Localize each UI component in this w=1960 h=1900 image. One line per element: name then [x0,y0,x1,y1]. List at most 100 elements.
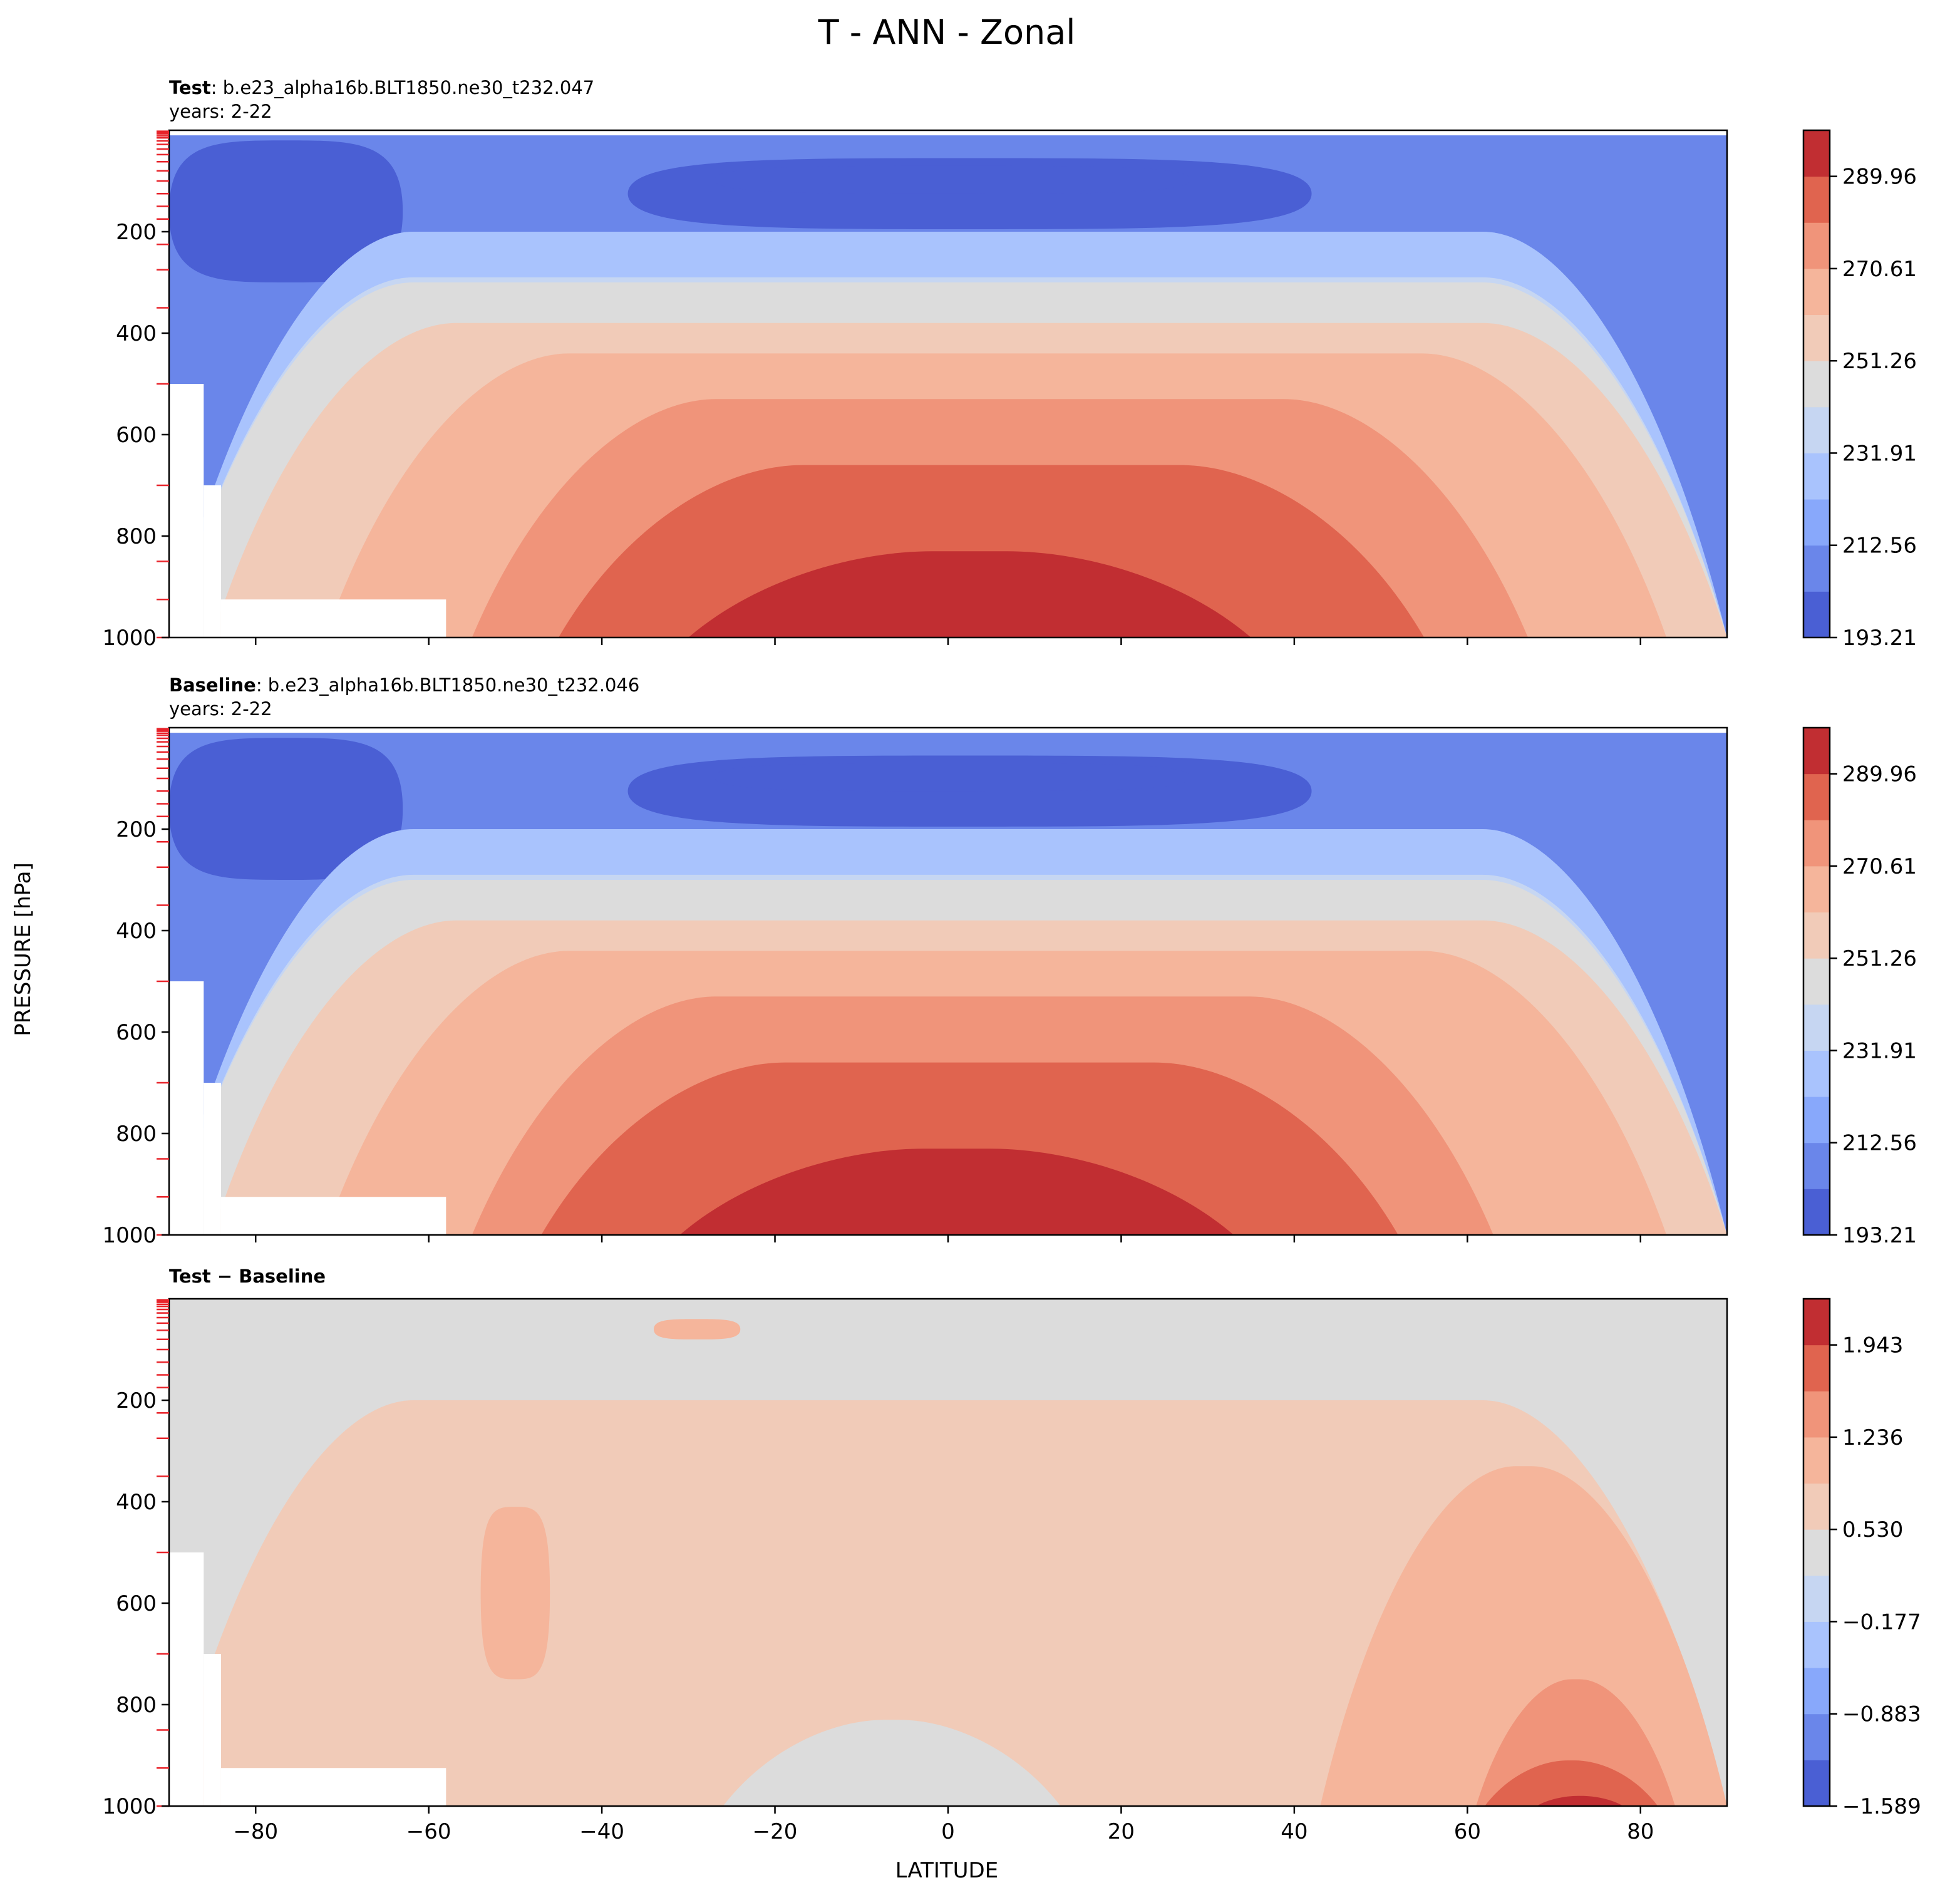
colorbar-segment [1803,1391,1830,1438]
colorbar-segment [1803,1621,1830,1668]
colorbar-segment [1803,176,1830,223]
masked-region [169,981,204,1235]
colorbar-segment [1803,1668,1830,1715]
y-tick-label: 800 [116,1693,157,1718]
colorbar-tick-label: 193.21 [1842,1223,1917,1248]
colorbar-segment [1803,1345,1830,1391]
colorbar-segment [1803,1575,1830,1622]
y-axis-label: PRESSURE [hPa] [11,862,36,1036]
colorbar-segment [1803,268,1830,316]
colorbar-tick-label: 251.26 [1842,946,1917,971]
contour-region-level-10 [1536,1795,1624,1806]
colorbar-tick-label: 212.56 [1842,534,1917,559]
panel-diff: 200 400 600 800 1000 −80 −60 −40 −20 0 20 40 60 80 Tes… [102,1266,1921,1844]
x-axis-label: LATITUDE [895,1858,998,1883]
colorbar-tick-label: 289.96 [1842,165,1917,190]
colorbar-segment [1803,453,1830,500]
colorbar-segment [1803,1299,1830,1346]
contour-region-level-10 [688,551,1251,638]
colorbar-segment [1803,406,1830,453]
y-tick-label: 600 [116,1020,157,1045]
colorbar-segment [1803,773,1830,820]
colorbar-segment [1803,222,1830,269]
contour-region-level-7 [480,1507,550,1680]
panel-label: Test: b.e23_alpha16b.BLT1850.ne30_t232.0… [169,77,594,98]
contour-fill-group [169,135,1727,638]
y-tick-label: 800 [116,524,157,549]
colorbar-tick-label: 0.530 [1842,1517,1903,1542]
colorbar-segment [1803,1529,1830,1576]
colorbar-tick-label: 231.91 [1842,1038,1917,1063]
colorbar-tick-label: 270.61 [1842,257,1917,282]
colorbar-segment [1803,499,1830,546]
y-tick-label: 1000 [102,1223,157,1248]
x-tick-label: 60 [1454,1819,1481,1844]
x-tick-label: 0 [941,1819,955,1844]
colorbar-tick-label: −1.589 [1842,1794,1921,1819]
masked-region [220,1197,446,1235]
contour-region-level-7 [654,1319,741,1340]
panel-label-bold: Test [169,77,211,98]
x-tick-label: 40 [1281,1819,1308,1844]
masked-region [204,1083,221,1235]
y-tick-label: 200 [116,1388,157,1413]
colorbar-segment [1803,820,1830,867]
panel-label-case: : b.e23_alpha16b.BLT1850.ne30_t232.046 [256,674,639,696]
figure-title: T - ANN - Zonal [818,13,1076,52]
colorbar-frame [1802,726,1831,1236]
panel-label: Baseline: b.e23_alpha16b.BLT1850.ne30_t2… [169,674,639,696]
colorbar-segment [1803,865,1830,913]
y-tick-label: 800 [116,1122,157,1147]
contour-region-level-0 [169,738,403,880]
panel-label-case: : b.e23_alpha16b.BLT1850.ne30_t232.047 [211,77,594,98]
colorbar-segment [1803,1760,1830,1807]
colorbar-tick-label: 251.26 [1842,349,1917,374]
contour-region-level-10 [679,1149,1234,1235]
contour-fill-group [169,1299,1727,1806]
x-tick-label: 20 [1108,1819,1135,1844]
x-tick-label: −80 [233,1819,278,1844]
colorbar-segment [1803,1050,1830,1097]
colorbar-tick-label: 212.56 [1842,1131,1917,1156]
colorbar-segment [1803,1713,1830,1760]
contour-region-level-6 [169,1400,1727,1806]
contour-fill-group [169,733,1727,1235]
colorbar-tick-label: 231.91 [1842,441,1917,466]
y-tick-label: 600 [116,423,157,448]
contour-region-level-0 [714,763,1191,792]
masked-region [169,1552,204,1806]
colorbar-segment [1803,591,1830,638]
masked-region [204,1654,221,1806]
colorbar-segment [1803,1189,1830,1236]
colorbar-segment [1803,361,1830,408]
colorbar-segment [1803,314,1830,361]
contour-region-level-0 [714,165,1191,194]
x-tick-label: −60 [406,1819,451,1844]
y-tick-label: 400 [116,321,157,346]
x-tick-label: −40 [579,1819,624,1844]
colorbar-segment [1803,545,1830,592]
colorbar-tick-label: 1.236 [1842,1425,1903,1450]
y-tick-label: 200 [116,220,157,245]
colorbar-tick-label: −0.883 [1842,1702,1921,1727]
contour-region-level-9 [1484,1760,1658,1806]
x-tick-label: 80 [1627,1819,1654,1844]
colorbar-frame [1802,1298,1831,1807]
panel-years: years: 2-22 [169,698,272,720]
colorbar-tick-label: 193.21 [1842,626,1917,651]
colorbar-segment [1803,912,1830,959]
panel-years: years: 2-22 [169,101,272,122]
masked-region [220,599,446,638]
panel-test: 200 400 600 800 1000 Test: b.e23_alpha16b.BLT… [102,77,1917,651]
colorbar-segment [1803,1142,1830,1189]
panel-label-bold: Test − Baseline [169,1266,326,1287]
y-tick-label: 1000 [102,1794,157,1819]
contour-region-level-5 [723,1720,1061,1806]
contour-region-level-0 [169,140,403,282]
y-tick-label: 600 [116,1591,157,1616]
colorbar-segment [1803,1437,1830,1484]
panel-label: Test − Baseline [169,1266,326,1287]
colorbar-segment [1803,728,1830,775]
colorbar-segment [1803,1004,1830,1051]
